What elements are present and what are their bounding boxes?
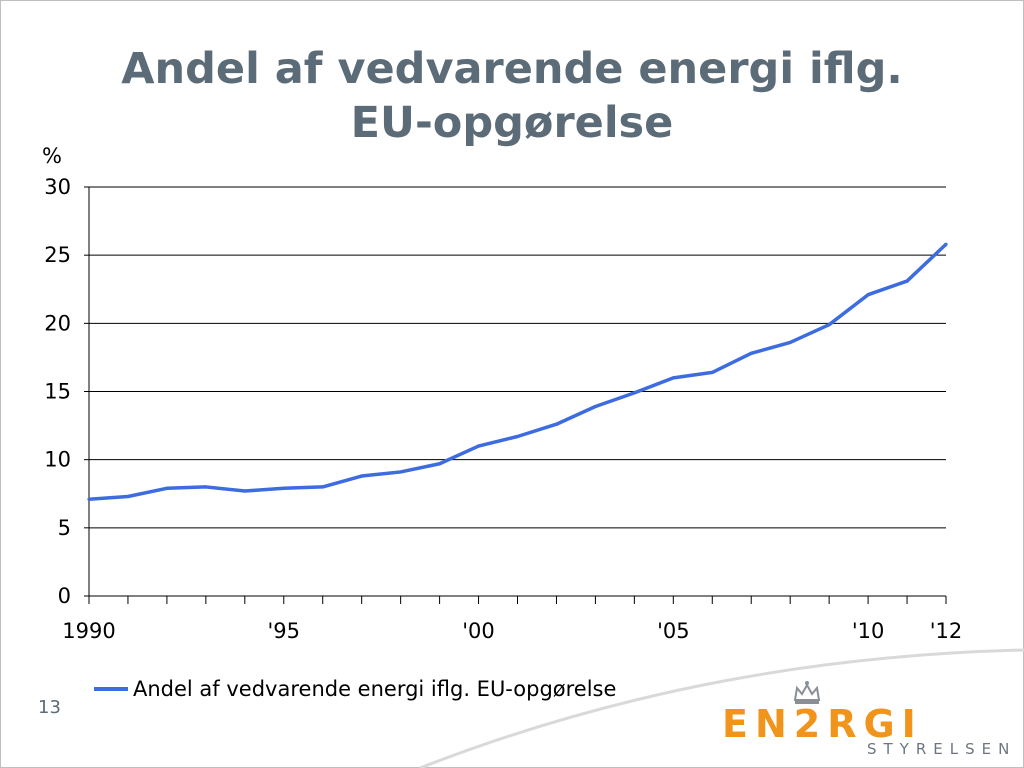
data-point <box>944 242 948 246</box>
legend-swatch <box>94 687 128 691</box>
x-tick-label: 1990 <box>62 619 115 643</box>
data-point <box>87 497 91 501</box>
data-point <box>905 279 909 283</box>
data-point <box>437 462 442 466</box>
y-tick-label: 25 <box>44 243 71 267</box>
data-point <box>243 489 247 493</box>
y-axis-label: % <box>42 144 62 168</box>
data-point <box>554 422 559 426</box>
y-tick-label: 20 <box>44 311 71 335</box>
data-point <box>204 485 208 489</box>
slide-title: Andel af vedvarende energi iflg. EU-opgø… <box>0 42 1024 150</box>
series-line <box>88 242 948 501</box>
x-tick-label: '05 <box>657 619 690 643</box>
x-tick-label: '00 <box>462 619 495 643</box>
slide-title-line-1: Andel af vedvarende energi iflg. <box>121 44 903 94</box>
data-point <box>788 340 792 345</box>
slide-title-line-2: EU-opgørelse <box>350 98 674 148</box>
data-point <box>282 486 286 490</box>
y-tick-label: 30 <box>44 175 71 199</box>
y-tick-label: 5 <box>58 516 71 540</box>
energistyrelsen-logo: EN2RGI STYRELSEN <box>722 680 1012 764</box>
data-point <box>321 485 325 489</box>
data-point <box>515 434 520 439</box>
x-tick-label: '12 <box>930 619 963 643</box>
logo-subtitle: STYRELSEN <box>867 740 1017 758</box>
x-tick-label: '95 <box>268 619 301 643</box>
data-point <box>360 474 364 478</box>
x-tick-label: '10 <box>852 619 885 643</box>
data-point <box>671 376 675 380</box>
data-point <box>399 470 403 474</box>
data-point <box>749 351 753 355</box>
y-tick-label: 10 <box>44 448 71 472</box>
logo-wordmark: EN2RGI <box>722 702 923 746</box>
legend-label: Andel af vedvarende energi iflg. EU-opgø… <box>133 677 617 701</box>
data-point <box>710 370 714 375</box>
chart-legend: Andel af vedvarende energi iflg. EU-opgø… <box>94 675 616 703</box>
data-point <box>827 323 831 327</box>
data-point <box>632 391 636 395</box>
data-point <box>476 444 481 448</box>
y-tick-label: 15 <box>44 380 71 404</box>
data-point <box>593 404 598 409</box>
page-number: 13 <box>38 697 61 718</box>
crown-icon <box>793 681 821 704</box>
y-tick-label: 0 <box>58 584 71 608</box>
data-point <box>165 486 169 490</box>
data-point <box>126 494 130 499</box>
data-point <box>866 293 870 297</box>
decorative-swoosh <box>419 648 1024 768</box>
